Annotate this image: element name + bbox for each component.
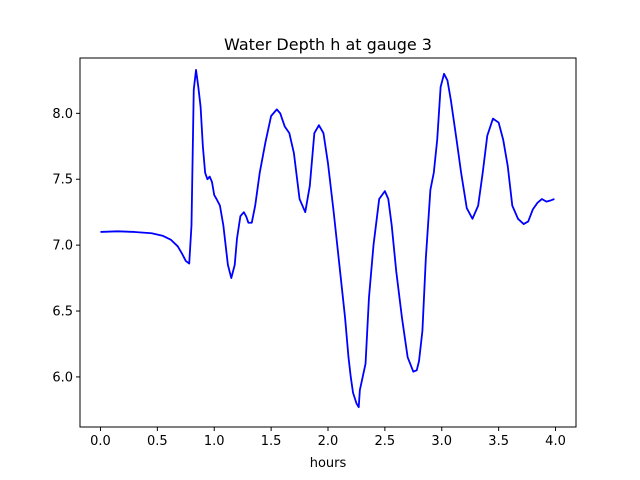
- y-tick-label: 6.0: [52, 370, 73, 385]
- y-tick-label: 6.5: [52, 305, 73, 320]
- series-line-0: [100, 68, 555, 409]
- y-tick-label: 7.5: [52, 173, 73, 188]
- x-tick-label: 1.5: [261, 434, 282, 449]
- chart-title: Water Depth h at gauge 3: [224, 35, 432, 54]
- x-tick-label: 2.0: [318, 434, 339, 449]
- y-tick-label: 7.0: [52, 239, 73, 254]
- x-tick-label: 2.5: [375, 434, 396, 449]
- x-tick-label: 3.5: [488, 434, 509, 449]
- x-tick-label: 4.0: [545, 434, 566, 449]
- x-tick-label: 3.0: [431, 434, 452, 449]
- x-tick-label: 0.0: [90, 434, 111, 449]
- x-tick-label: 1.0: [204, 434, 225, 449]
- plot-area: [100, 68, 555, 409]
- x-tick-label: 0.5: [147, 434, 168, 449]
- axes-frame: [79, 57, 577, 428]
- y-tick-label: 8.0: [52, 107, 73, 122]
- y-axis-ticks: 6.0 6.5 7.0 7.5 8.0: [52, 107, 80, 385]
- x-axis-ticks: 0.0 0.5 1.0 1.5 2.0 2.5 3.0 3.5 4.0: [90, 427, 566, 449]
- x-axis-label: hours: [310, 456, 347, 471]
